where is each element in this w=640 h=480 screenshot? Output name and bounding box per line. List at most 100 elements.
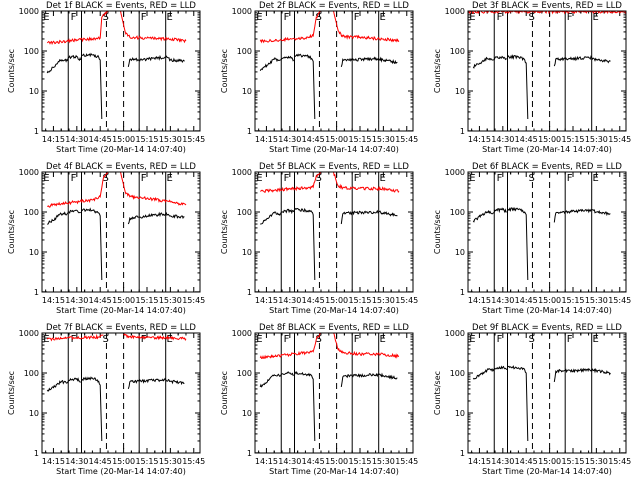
events-series-line xyxy=(81,52,103,120)
events-series-line xyxy=(127,54,185,68)
x-tick-label: 15:15 xyxy=(348,457,371,466)
events-series-line xyxy=(127,377,185,390)
panel-title: Det 6f BLACK = Events, RED = LLD xyxy=(472,162,622,172)
plot-frame xyxy=(41,332,201,454)
y-tick-label: 10 xyxy=(29,248,39,257)
y-tick-label: 1000 xyxy=(19,329,39,338)
period-marker-label: F xyxy=(284,12,290,23)
x-tick-label: 15:30 xyxy=(585,296,608,305)
period-marker-label: E xyxy=(166,12,172,23)
x-tick-label: 15:45 xyxy=(608,296,631,305)
events-series-line xyxy=(472,207,507,223)
x-tick-label: 15:00 xyxy=(538,296,561,305)
period-marker-label: F xyxy=(354,334,360,345)
x-tick-label: 14:30 xyxy=(65,296,88,305)
lld-series-line xyxy=(333,11,400,43)
period-marker-label: S xyxy=(529,12,535,23)
panel-3: Det 3f BLACK = Events, RED = LLD 1 10 100 10… xyxy=(433,1,631,154)
period-marker-label: E xyxy=(166,173,172,184)
plot-frame xyxy=(254,332,414,454)
events-series-line xyxy=(294,53,316,120)
y-axis-label: Counts/sec xyxy=(7,49,16,93)
y-axis-label: Counts/sec xyxy=(220,210,229,254)
period-marker-label: F xyxy=(497,334,503,345)
x-tick-label: 14:15 xyxy=(255,457,278,466)
x-tick-label: 15:30 xyxy=(372,296,395,305)
x-tick-label: 14:30 xyxy=(65,135,88,144)
y-tick-label: 100 xyxy=(237,47,252,56)
x-tick-label: 14:30 xyxy=(491,296,514,305)
x-tick-label: 15:45 xyxy=(182,135,205,144)
events-series-line xyxy=(260,208,295,225)
period-marker-label: F xyxy=(141,334,147,345)
plot-frame xyxy=(467,332,627,454)
panel-2: Det 2f BLACK = Events, RED = LLD 1 10 100 10… xyxy=(220,1,418,154)
period-marker-label: E xyxy=(379,173,385,184)
period-marker-label: F xyxy=(71,334,77,345)
period-marker-label: E xyxy=(592,334,598,345)
x-tick-label: 14:45 xyxy=(302,457,325,466)
period-marker-label: F xyxy=(141,12,147,23)
y-tick-label: 100 xyxy=(237,369,252,378)
events-series-line xyxy=(507,206,529,281)
x-tick-label: 15:15 xyxy=(135,457,158,466)
x-tick-label: 15:45 xyxy=(182,457,205,466)
period-marker-label: E xyxy=(43,334,49,345)
events-series-line xyxy=(294,207,316,281)
period-marker-label: F xyxy=(71,173,77,184)
x-tick-label: 14:15 xyxy=(468,135,491,144)
period-marker-label: E xyxy=(469,12,475,23)
panel-5: Det 5f BLACK = Events, RED = LLD 1 10 100 10… xyxy=(220,162,418,315)
panel-4: Det 4f BLACK = Events, RED = LLD 1 10 100 10… xyxy=(7,162,205,315)
lld-series-line xyxy=(120,172,187,206)
y-axis-label: Counts/sec xyxy=(433,210,442,254)
y-tick-label: 1 xyxy=(247,288,252,297)
x-axis-label: Start Time (20-Mar-14 14:07:40) xyxy=(269,306,399,315)
period-marker-label: E xyxy=(43,173,49,184)
x-tick-label: 14:15 xyxy=(42,296,65,305)
y-tick-label: 100 xyxy=(24,47,39,56)
y-tick-label: 1 xyxy=(460,449,465,458)
x-tick-label: 15:15 xyxy=(561,457,584,466)
y-axis-label: Counts/sec xyxy=(433,371,442,415)
x-tick-label: 14:45 xyxy=(302,135,325,144)
x-tick-label: 15:30 xyxy=(159,296,182,305)
period-marker-label: F xyxy=(71,12,77,23)
x-tick-label: 14:45 xyxy=(515,135,538,144)
events-series-line xyxy=(259,55,295,72)
y-tick-label: 100 xyxy=(24,208,39,217)
period-marker-label: E xyxy=(592,173,598,184)
period-marker-label: F xyxy=(567,173,573,184)
lld-series-line xyxy=(47,172,109,208)
x-tick-label: 15:15 xyxy=(561,135,584,144)
x-axis-label: Start Time (20-Mar-14 14:07:40) xyxy=(56,145,186,154)
x-tick-label: 15:15 xyxy=(135,296,158,305)
y-tick-label: 1 xyxy=(34,288,39,297)
period-marker-label: F xyxy=(284,173,290,184)
x-tick-label: 14:30 xyxy=(278,457,301,466)
x-tick-label: 15:15 xyxy=(561,296,584,305)
x-tick-label: 15:30 xyxy=(159,457,182,466)
y-tick-label: 100 xyxy=(450,47,465,56)
x-axis-label: Start Time (20-Mar-14 14:07:40) xyxy=(56,306,186,315)
y-tick-label: 10 xyxy=(29,409,39,418)
y-tick-label: 1 xyxy=(34,127,39,136)
y-tick-label: 10 xyxy=(455,409,465,418)
events-series-line xyxy=(340,209,398,225)
y-tick-label: 10 xyxy=(242,248,252,257)
period-marker-label: E xyxy=(379,12,385,23)
period-marker-label: S xyxy=(316,173,322,184)
plot-frame xyxy=(467,171,627,293)
panel-8: Det 8f BLACK = Events, RED = LLD 1 10 100 10… xyxy=(220,323,418,476)
period-marker-label: E xyxy=(469,173,475,184)
y-tick-label: 10 xyxy=(455,248,465,257)
events-series-line xyxy=(472,365,508,380)
x-tick-label: 14:30 xyxy=(65,457,88,466)
period-marker-label: S xyxy=(103,334,109,345)
period-marker-label: S xyxy=(316,12,322,23)
x-tick-label: 15:30 xyxy=(585,457,608,466)
period-marker-label: S xyxy=(103,12,109,23)
period-marker-label: S xyxy=(103,173,109,184)
y-tick-label: 1 xyxy=(247,127,252,136)
